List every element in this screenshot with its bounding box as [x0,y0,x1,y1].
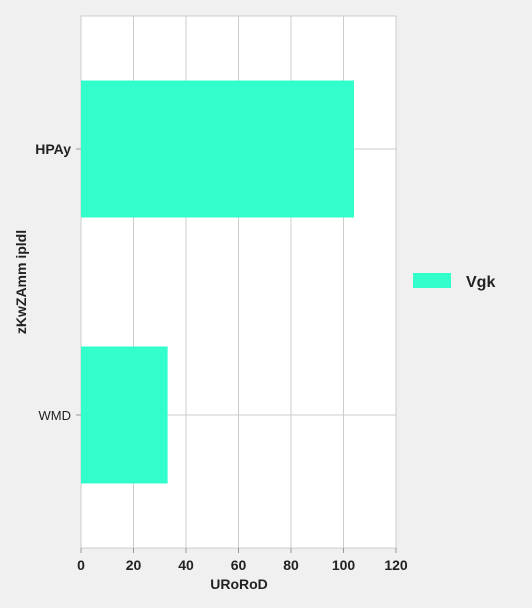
y-axis-title: zKwZAmm ipldl [13,230,29,334]
legend-swatch [413,273,451,288]
legend: Vgk [413,273,495,291]
x-tick-label: 60 [231,557,247,573]
x-tick-label: 80 [283,557,299,573]
bar-hpay [81,80,354,218]
bar-wmd [81,346,168,484]
y-axis-ticks: HPAy WMD [35,141,81,423]
legend-label: Vgk [466,274,495,291]
y-tick-label: HPAy [35,141,71,157]
x-axis-title: URoRoD [210,576,268,592]
x-tick-label: 20 [126,557,142,573]
x-tick-label: 100 [332,557,356,573]
bars [81,80,354,484]
x-axis-ticks: 0 20 40 60 80 100 120 [77,548,408,573]
y-tick-label: WMD [39,408,72,423]
x-tick-label: 40 [178,557,194,573]
x-tick-label: 0 [77,557,85,573]
x-tick-label: 120 [384,557,408,573]
